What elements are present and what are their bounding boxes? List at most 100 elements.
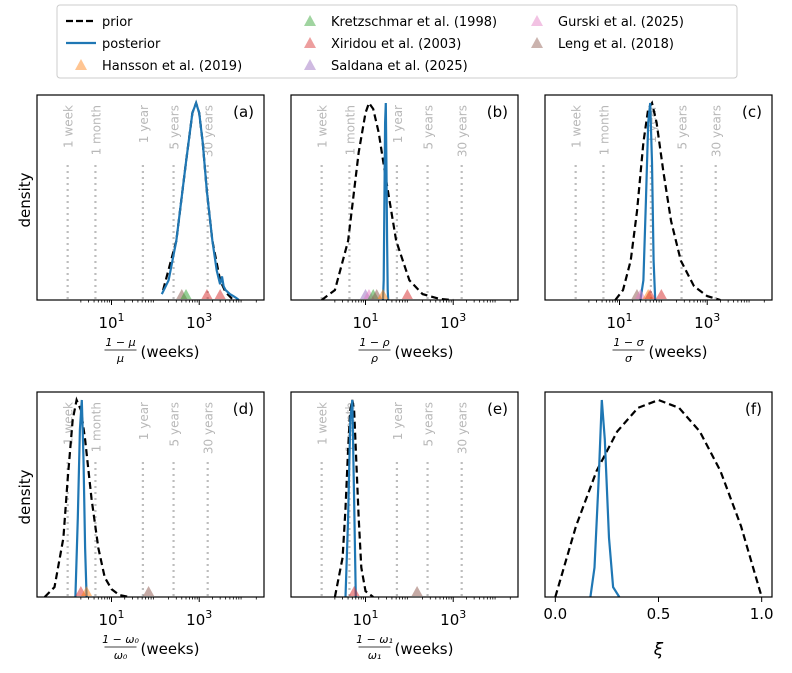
legend-label: Leng et al. (2018): [558, 37, 674, 52]
study-marker: [214, 289, 226, 299]
legend-entry: posterior: [66, 37, 161, 52]
x-axis-label: ξ: [653, 640, 664, 660]
legend: prior posterior Hansson et al. (2019) Kretz…: [56, 4, 738, 79]
x-label-unit: (weeks): [395, 343, 454, 361]
panel-label: (f): [745, 400, 762, 418]
prior-line: [614, 100, 721, 300]
x-tick-label: 101: [352, 311, 378, 332]
x-label-numerator: 1 − ω₁: [356, 633, 393, 646]
legend-triangle-icon: [304, 37, 316, 48]
legend-entry: Xiridou et al. (2003): [304, 37, 461, 52]
posterior-line: [344, 399, 357, 597]
reference-line-label: 1 month: [89, 105, 103, 155]
x-label-numerator: 1 − ρ: [359, 336, 389, 349]
reference-line-label: 5 years: [422, 402, 436, 446]
x-label-denominator: ω₀: [114, 649, 128, 662]
posterior-line: [381, 102, 390, 300]
panel-label: (b): [487, 103, 508, 121]
reference-line-label: 5 years: [422, 105, 436, 149]
prior-line: [321, 100, 454, 300]
study-marker: [81, 586, 93, 596]
x-tick-label: 103: [186, 311, 212, 332]
reference-line-label: 1 week: [62, 105, 76, 148]
x-label-numerator: 1 − σ: [613, 336, 644, 349]
reference-line-label: 30 years: [710, 105, 724, 157]
x-label-unit: (weeks): [395, 640, 454, 658]
reference-line-label: 30 years: [456, 402, 470, 454]
legend-label: Xiridou et al. (2003): [331, 37, 461, 52]
legend-triangle-icon: [531, 37, 543, 48]
legend-entry: Gurski et al. (2025): [531, 15, 684, 30]
reference-line-label: 1 week: [62, 402, 76, 445]
x-tick-label: 0.0: [543, 605, 567, 623]
reference-line-label: 30 years: [456, 105, 470, 157]
x-tick-label: 101: [98, 311, 124, 332]
study-marker: [634, 289, 646, 299]
posterior-line: [589, 399, 621, 597]
panel-label: (a): [233, 103, 254, 121]
x-label-unit: (weeks): [141, 343, 200, 361]
plot-frame: [290, 94, 519, 301]
posterior-line: [639, 102, 657, 300]
posterior-line: [74, 399, 88, 597]
prior-line: [43, 396, 130, 597]
reference-line-label: 30 years: [202, 105, 216, 157]
legend-label: Gurski et al. (2025): [558, 15, 684, 30]
panels: 1 week 1 month 1 year 5 years 30 years 101 103…: [36, 94, 774, 662]
legend-label: Saldana et al. (2025): [331, 59, 468, 74]
study-marker: [411, 586, 423, 596]
reference-line-label: 5 years: [168, 402, 182, 446]
x-label-denominator: ρ: [371, 352, 378, 365]
x-tick-label: 103: [440, 608, 466, 629]
x-label-unit: (weeks): [649, 343, 708, 361]
prior-line: [554, 398, 763, 597]
x-tick-label: 101: [606, 311, 632, 332]
study-marker: [644, 289, 656, 299]
study-marker: [180, 289, 192, 299]
reference-line-label: 1 year: [391, 105, 405, 143]
reference-line-label: 1 month: [89, 402, 103, 452]
legend-frame: [56, 4, 738, 79]
reference-line-label: 1 year: [137, 105, 151, 143]
x-tick-label: 101: [352, 608, 378, 629]
legend-label: prior: [102, 15, 133, 30]
plot-frame: [36, 391, 265, 598]
panel-label: (d): [233, 400, 254, 418]
x-tick-label: 101: [98, 608, 124, 629]
study-marker: [348, 586, 360, 596]
x-tick-label: 103: [694, 311, 720, 332]
panel-label: (e): [487, 400, 508, 418]
legend-triangle-icon: [531, 15, 543, 26]
plot-frame: [544, 94, 773, 301]
x-tick-label: 1.0: [750, 605, 774, 623]
panel-label: (c): [742, 103, 762, 121]
reference-line-label: 5 years: [168, 105, 182, 149]
x-label-numerator: 1 − ω₀: [102, 633, 139, 646]
chart-panel: 1 week 1 month 1 year 5 years 30 years 101 103…: [36, 94, 265, 365]
plot-frame: [36, 94, 265, 301]
reference-line-label: 5 years: [676, 105, 690, 149]
study-marker: [655, 289, 667, 299]
reference-line-label: 30 years: [202, 402, 216, 454]
x-tick-label: 0.5: [647, 605, 671, 623]
legend-entry: prior: [66, 15, 133, 30]
x-label-denominator: ω₁: [368, 649, 382, 662]
y-axis-label-bottom: density: [16, 469, 34, 524]
x-label-denominator: μ: [116, 352, 124, 365]
legend-label: posterior: [102, 37, 161, 52]
x-label-denominator: σ: [625, 352, 633, 365]
study-marker: [143, 586, 155, 596]
legend-entry: Leng et al. (2018): [531, 37, 674, 52]
plot-frame: [544, 391, 773, 598]
study-marker: [201, 289, 213, 299]
y-axis-label-top: density: [16, 172, 34, 227]
legend-label: Hansson et al. (2019): [102, 59, 242, 74]
posterior-line: [160, 99, 240, 300]
legend-triangle-icon: [304, 59, 316, 70]
reference-line-label: 1 year: [391, 402, 405, 440]
reference-line-label: 1 week: [316, 402, 330, 445]
